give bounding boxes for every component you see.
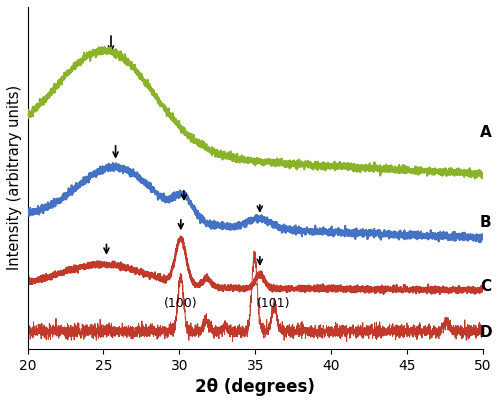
Text: (100): (100) bbox=[164, 297, 198, 310]
Text: B: B bbox=[480, 215, 492, 230]
Text: (101): (101) bbox=[257, 297, 290, 310]
X-axis label: 2θ (degrees): 2θ (degrees) bbox=[196, 378, 315, 396]
Text: D: D bbox=[480, 325, 492, 340]
Text: A: A bbox=[480, 125, 492, 141]
Text: C: C bbox=[480, 279, 491, 295]
Y-axis label: Intensity (arbitrary units): Intensity (arbitrary units) bbox=[7, 85, 22, 270]
